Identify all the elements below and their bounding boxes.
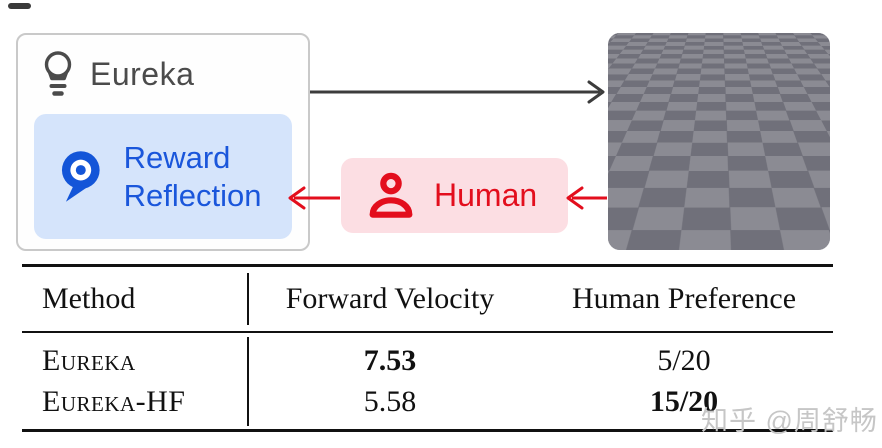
table-column-divider-header xyxy=(247,273,249,325)
table-cell-method-eureka: Eureka xyxy=(42,344,136,377)
table-cell-fv-eureka: 7.53 xyxy=(363,344,417,377)
reward-reflection-box: Reward Reflection xyxy=(34,114,292,239)
table-rule-bottom xyxy=(22,429,833,432)
eureka-box: Eureka Reward Reflection xyxy=(16,33,310,251)
table-cell-method-eureka-hf: Eureka-HF xyxy=(42,385,186,418)
simulation-image xyxy=(608,33,830,250)
reward-reflection-label: Reward Reflection xyxy=(123,139,262,213)
lightbulb-icon xyxy=(44,51,72,96)
table-rule-header xyxy=(22,331,833,333)
arrow-eureka-to-simulation xyxy=(310,80,605,104)
eureka-header: Eureka xyxy=(42,49,194,99)
table-header-forward-velocity: Forward Velocity xyxy=(285,282,495,315)
eureka-title: Eureka xyxy=(90,55,195,92)
table-rule-top xyxy=(22,264,833,267)
humanoid-robot xyxy=(622,55,810,234)
table-cell-fv-eureka-hf: 5.58 xyxy=(363,385,417,418)
zhihu-watermark: 知乎 @周舒畅 xyxy=(701,406,878,436)
speech-bubble-magnifier-icon xyxy=(61,150,100,202)
table-column-divider-body xyxy=(247,337,249,426)
table-header-method: Method xyxy=(42,282,136,315)
human-label: Human xyxy=(434,177,538,213)
table-header-human-preference: Human Preference xyxy=(571,282,797,315)
person-icon xyxy=(369,172,413,218)
crop-artifact-dash xyxy=(8,3,31,9)
table-cell-hp-eureka-hf: 15/20 xyxy=(649,385,719,418)
arrow-simulation-to-human xyxy=(566,186,607,210)
human-box: Human xyxy=(341,158,568,233)
table-cell-hp-eureka: 5/20 xyxy=(657,344,711,377)
